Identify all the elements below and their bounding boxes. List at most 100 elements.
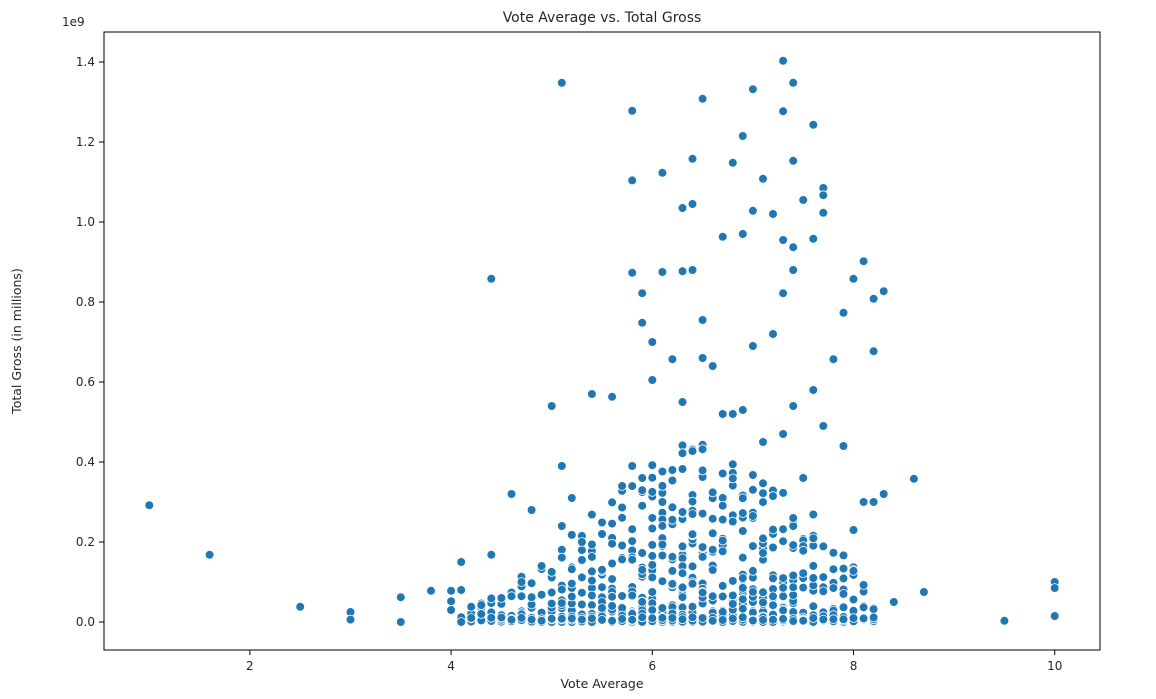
data-point	[617, 502, 627, 513]
data-point	[798, 615, 808, 626]
data-point	[758, 488, 768, 499]
data-point	[687, 578, 698, 589]
y-tick-label: 1.4	[76, 55, 95, 69]
data-point	[587, 600, 597, 610]
data-point	[456, 557, 467, 567]
data-point	[838, 563, 849, 574]
data-point	[737, 612, 748, 623]
data-point	[516, 613, 527, 623]
data-point	[627, 267, 637, 278]
data-point	[647, 560, 658, 570]
y-tick-label: 0.8	[76, 295, 95, 309]
data-point	[536, 615, 547, 626]
data-point	[748, 206, 758, 216]
data-point	[607, 591, 617, 602]
data-point	[778, 614, 788, 624]
data-point	[737, 493, 748, 504]
data-point	[677, 568, 688, 578]
data-point	[657, 497, 668, 507]
data-point	[496, 593, 507, 603]
data-point	[768, 524, 778, 535]
data-point	[808, 234, 819, 244]
data-point	[717, 591, 728, 602]
data-point	[858, 602, 869, 613]
data-point	[717, 232, 728, 242]
data-point	[788, 242, 798, 253]
data-point	[818, 586, 829, 597]
data-point	[727, 576, 738, 586]
data-point	[707, 513, 718, 524]
data-point	[647, 551, 658, 561]
data-point	[577, 599, 587, 610]
data-point	[486, 273, 497, 284]
data-point	[607, 601, 617, 611]
data-point	[546, 567, 557, 577]
data-point	[486, 593, 497, 604]
data-point	[838, 614, 849, 625]
data-point	[758, 587, 768, 598]
data-point	[627, 524, 637, 534]
data-point	[707, 591, 718, 601]
data-point	[627, 590, 637, 601]
data-point	[657, 481, 668, 491]
y-axis-offset-label: 1e9	[62, 15, 85, 29]
data-point	[446, 585, 456, 596]
data-point	[546, 587, 557, 598]
x-tick-label: 8	[850, 659, 858, 673]
data-point	[788, 582, 798, 592]
data-point	[717, 615, 728, 625]
data-point	[627, 536, 637, 546]
data-point	[536, 561, 547, 571]
data-point	[144, 500, 155, 511]
data-point	[858, 497, 869, 507]
data-point	[496, 612, 507, 623]
data-point	[808, 509, 819, 520]
data-point	[848, 525, 859, 535]
data-point	[758, 615, 768, 625]
data-point	[717, 581, 728, 591]
x-tick-label: 2	[246, 659, 254, 673]
data-point	[637, 612, 647, 623]
x-axis-label: Vote Average	[560, 676, 643, 691]
data-point	[637, 485, 647, 496]
data-point	[526, 614, 537, 625]
data-point	[818, 190, 829, 201]
data-point	[446, 605, 456, 615]
data-point	[627, 481, 637, 491]
data-point	[727, 473, 738, 484]
data-point	[617, 481, 627, 491]
data-point	[788, 521, 798, 531]
data-point	[778, 106, 788, 116]
data-point	[587, 539, 597, 550]
data-point	[456, 585, 467, 595]
data-point	[727, 158, 738, 168]
data-point	[778, 605, 788, 616]
data-point	[737, 573, 748, 583]
data-point	[697, 542, 708, 552]
data-point	[737, 405, 748, 415]
data-point	[627, 175, 637, 186]
data-point	[677, 203, 688, 213]
data-point	[808, 613, 819, 623]
data-point	[607, 574, 617, 584]
data-point	[687, 154, 698, 164]
data-point	[717, 468, 728, 479]
data-point	[587, 509, 597, 520]
data-point	[707, 615, 718, 626]
data-point	[556, 521, 567, 531]
data-point	[657, 576, 668, 586]
data-point	[758, 497, 768, 507]
data-point	[828, 564, 839, 574]
data-point	[637, 597, 647, 607]
data-point	[566, 578, 577, 589]
data-point	[566, 564, 577, 574]
data-point	[667, 566, 678, 576]
data-point	[798, 568, 808, 578]
data-point	[778, 429, 788, 439]
data-point	[697, 353, 708, 363]
data-point	[647, 337, 658, 347]
data-point	[677, 397, 688, 407]
data-point	[577, 572, 587, 583]
data-point	[647, 513, 658, 523]
